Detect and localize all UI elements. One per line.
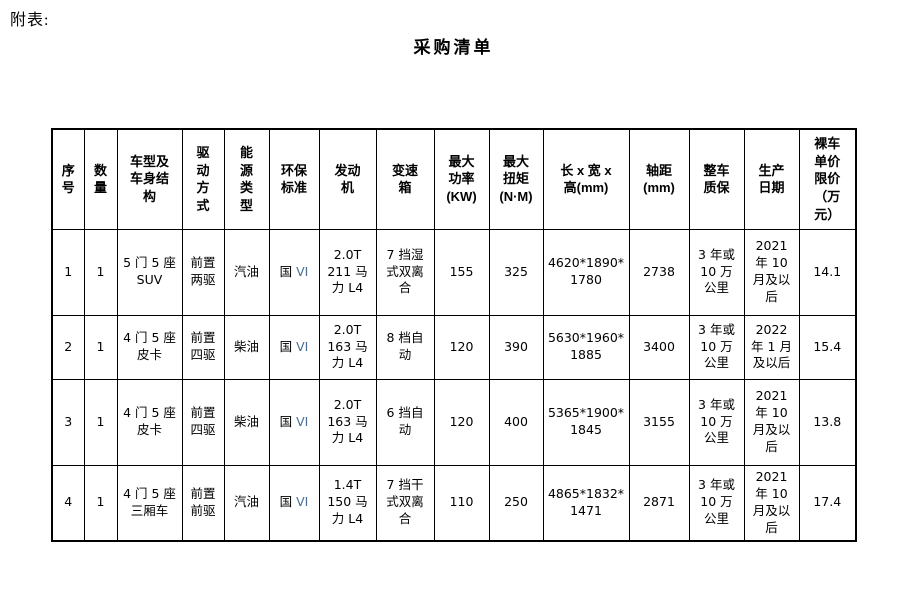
table-cell: 5 门 5 座 SUV [116, 228, 183, 316]
column-header: 发动 机 [318, 128, 377, 230]
table-cell: 5630*1960* 1885 [542, 314, 630, 380]
emission-standard-text: 国 [279, 494, 297, 510]
table-cell: 4865*1832* 1471 [542, 464, 630, 542]
column-header: 最大 扭矩 (N·M) [488, 128, 544, 230]
table-cell: 前置 四驱 [181, 378, 225, 466]
table-cell: 2022 年 1 月 及以后 [743, 314, 800, 380]
table-cell: 2871 [628, 464, 690, 542]
table-cell: 1 [83, 314, 118, 380]
emission-standard-roman-numeral: VI [296, 338, 309, 354]
emission-standard-roman-numeral: VI [296, 413, 309, 429]
table-cell: 汽油 [223, 464, 270, 542]
table-cell: 2.0T 163 马 力 L4 [318, 378, 377, 466]
table-cell: 1 [83, 464, 118, 542]
column-header: 变速 箱 [375, 128, 435, 230]
column-header: 生产 日期 [743, 128, 800, 230]
column-header: 驱 动 方 式 [181, 128, 225, 230]
table-header: 序 号数 量车型及 车身结 构驱 动 方 式能 源 类 型环保 标准 发动 机变速… [51, 128, 857, 230]
emission-standard-roman-numeral: VI [296, 494, 309, 510]
table-cell: 13.8 [798, 378, 857, 466]
table-cell: 155 [433, 228, 490, 316]
table-cell: 国 VI [268, 378, 320, 466]
table-cell: 国 VI [268, 314, 320, 380]
table-cell: 1.4T 150 马 力 L4 [318, 464, 377, 542]
procurement-table: 序 号数 量车型及 车身结 构驱 动 方 式能 源 类 型环保 标准 发动 机变速… [51, 128, 857, 542]
table-cell: 柴油 [223, 314, 270, 380]
table-cell: 4 门 5 座 皮卡 [116, 378, 183, 466]
table-cell: 400 [488, 378, 544, 466]
table-cell: 前置 两驱 [181, 228, 225, 316]
table-cell: 7 挡湿 式双离 合 [375, 228, 435, 316]
column-header: 环保 标准 [268, 128, 320, 230]
table-cell: 3 年或 10 万 公里 [688, 464, 745, 542]
table-cell: 4620*1890* 1780 [542, 228, 630, 316]
table-cell: 柴油 [223, 378, 270, 466]
column-header: 能 源 类 型 [223, 128, 270, 230]
table-cell: 国 VI [268, 464, 320, 542]
column-header: 轴距 (mm) [628, 128, 690, 230]
table-cell: 2.0T 163 马 力 L4 [318, 314, 377, 380]
table-cell: 汽油 [223, 228, 270, 316]
table-cell: 120 [433, 314, 490, 380]
table-cell: 3400 [628, 314, 690, 380]
table-cell: 17.4 [798, 464, 857, 542]
table-cell: 1 [83, 228, 118, 316]
column-header: 整车 质保 [688, 128, 745, 230]
table-cell: 390 [488, 314, 544, 380]
table-cell: 前置 四驱 [181, 314, 225, 380]
table-cell: 4 门 5 座 皮卡 [116, 314, 183, 380]
emission-standard-text: 国 [279, 338, 297, 354]
table-cell: 3 [51, 378, 85, 466]
column-header: 裸车 单价 限价 （万 元） [798, 128, 857, 230]
table-cell: 15.4 [798, 314, 857, 380]
column-header: 数 量 [83, 128, 118, 230]
column-header: 序 号 [51, 128, 85, 230]
table-cell: 4 [51, 464, 85, 542]
table-cell: 110 [433, 464, 490, 542]
table-cell: 2 [51, 314, 85, 380]
emission-standard-text: 国 [279, 263, 297, 279]
column-header: 最大 功率 (KW) [433, 128, 490, 230]
table-cell: 2738 [628, 228, 690, 316]
table-cell: 2021 年 10 月及以 后 [743, 464, 800, 542]
table-cell: 3155 [628, 378, 690, 466]
table-cell: 前置 前驱 [181, 464, 225, 542]
table-cell: 4 门 5 座 三厢车 [116, 464, 183, 542]
table-cell: 2021 年 10 月及以 后 [743, 228, 800, 316]
table-cell: 2.0T 211 马 力 L4 [318, 228, 377, 316]
table-cell: 7 挡干 式双离 合 [375, 464, 435, 542]
table-cell: 14.1 [798, 228, 857, 316]
table-cell: 2021 年 10 月及以 后 [743, 378, 800, 466]
table-cell: 3 年或 10 万 公里 [688, 378, 745, 466]
page-title: 采购清单 [413, 38, 494, 57]
appendix-label: 附表: [10, 12, 50, 29]
table-header-row: 序 号数 量车型及 车身结 构驱 动 方 式能 源 类 型环保 标准 发动 机变速… [51, 128, 857, 230]
table-cell: 1 [51, 228, 85, 316]
table-cell: 250 [488, 464, 544, 542]
table-cell: 国 VI [268, 228, 320, 316]
table-cell: 5365*1900* 1845 [542, 378, 630, 466]
table-cell: 3 年或 10 万 公里 [688, 314, 745, 380]
table-cell: 325 [488, 228, 544, 316]
table-cell: 120 [433, 378, 490, 466]
column-header: 车型及 车身结 构 [116, 128, 183, 230]
table-cell: 1 [83, 378, 118, 466]
table-cell: 8 档自 动 [375, 314, 435, 380]
table-cell: 6 挡自 动 [375, 378, 435, 466]
table-cell: 3 年或 10 万 公里 [688, 228, 745, 316]
column-header: 长 x 宽 x 高(mm) [542, 128, 630, 230]
emission-standard-text: 国 [279, 413, 297, 429]
emission-standard-roman-numeral: VI [296, 263, 309, 279]
